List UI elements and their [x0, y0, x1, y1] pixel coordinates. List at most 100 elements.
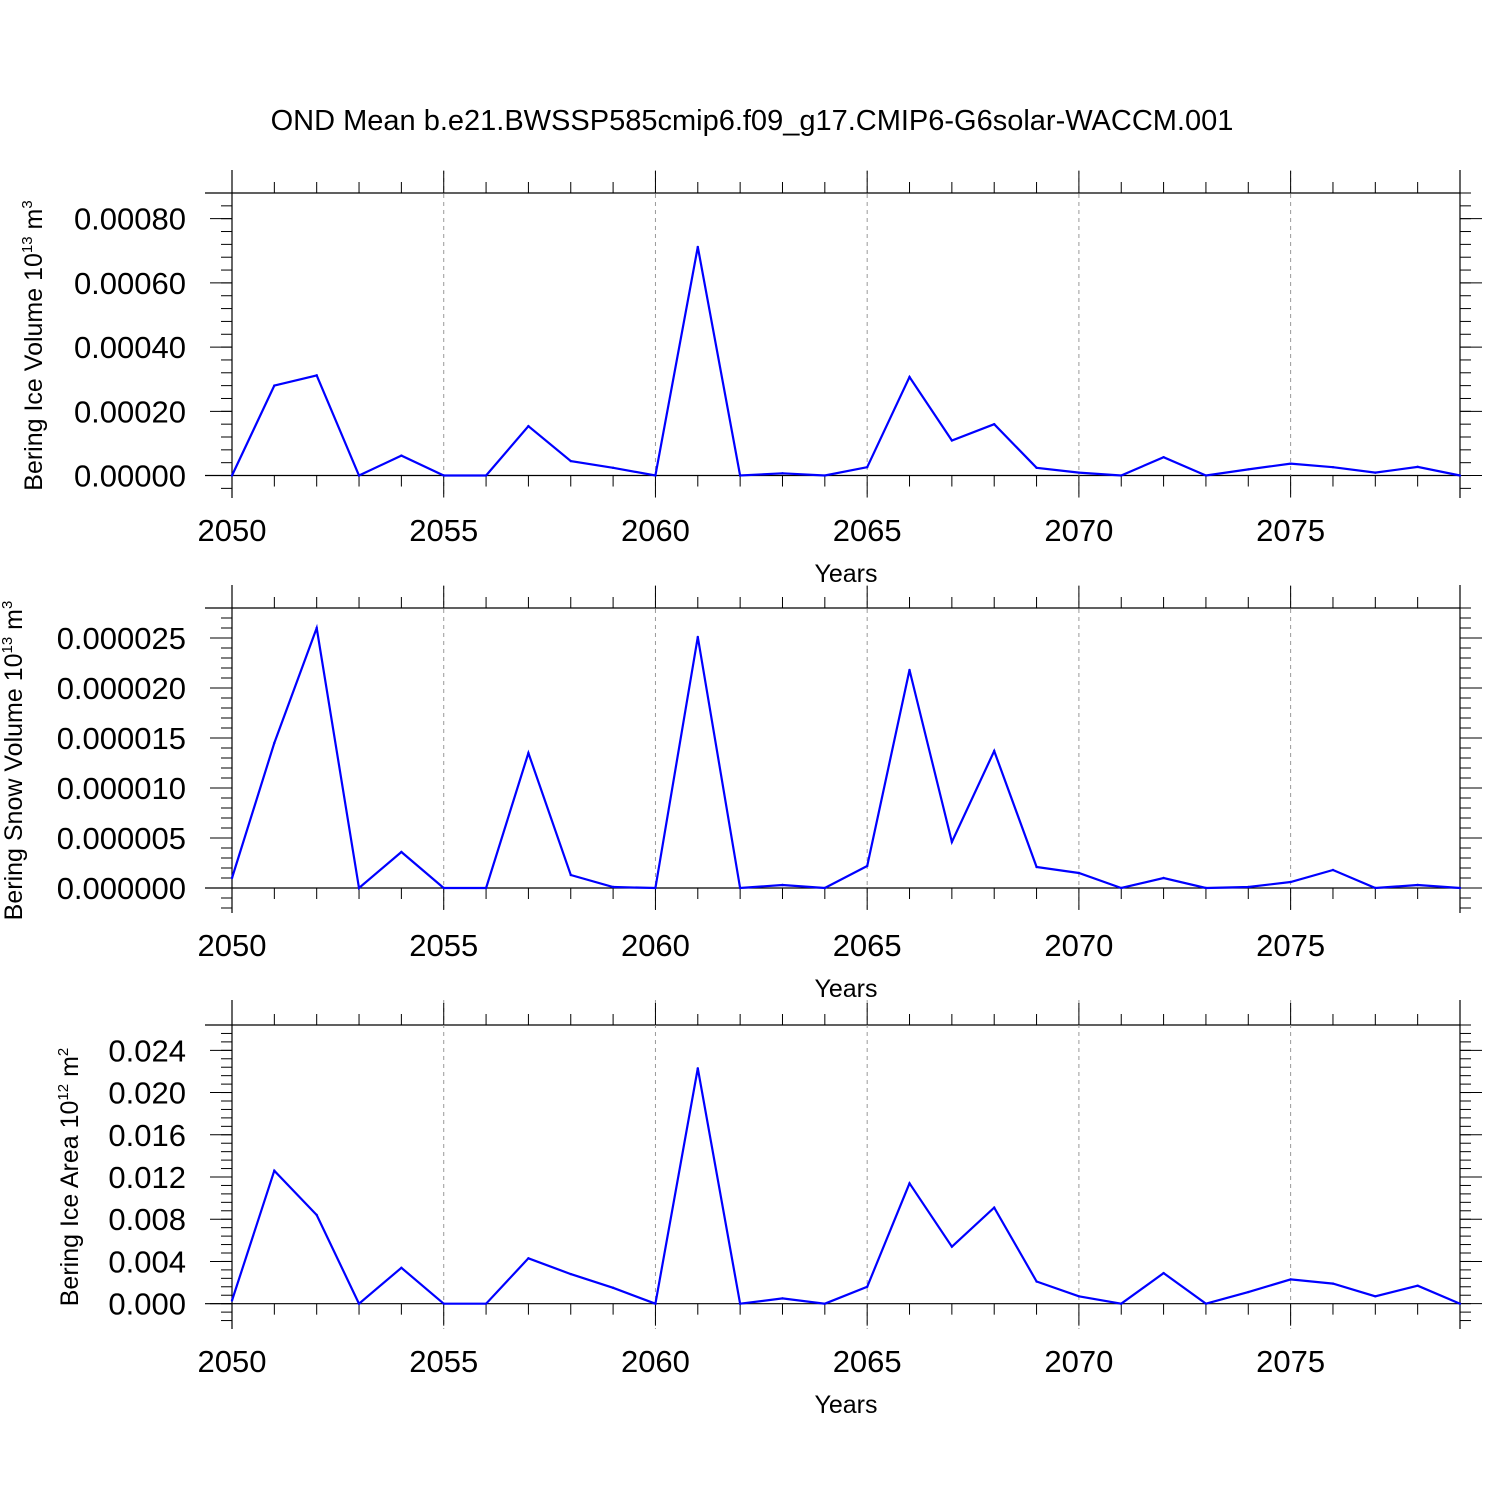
data-point — [569, 873, 572, 877]
data-point — [1247, 468, 1250, 471]
data-point — [569, 1272, 572, 1276]
y-axis-label-unit-exponent: 3 — [19, 200, 36, 208]
data-point — [1374, 471, 1377, 474]
data-point — [1204, 1302, 1208, 1305]
data-point — [1247, 885, 1250, 889]
data-point — [1458, 474, 1462, 477]
data-point — [273, 1169, 276, 1172]
data-point — [696, 635, 699, 639]
data-point — [400, 1266, 403, 1269]
x-tick-label: 2070 — [1044, 1344, 1113, 1379]
y-axis-label: Bering Ice Area 1012 m2 — [55, 1048, 84, 1307]
data-point — [823, 474, 827, 477]
data-point — [908, 1182, 911, 1185]
data-point — [611, 885, 615, 889]
x-tick-label: 2060 — [621, 928, 690, 963]
x-tick-label: 2065 — [833, 928, 902, 963]
data-point — [1120, 886, 1123, 890]
y-axis-label-unit-exponent: 3 — [0, 601, 16, 609]
data-point — [781, 1297, 784, 1300]
data-point — [1289, 880, 1292, 884]
data-point — [527, 751, 530, 755]
y-axis-label-main: Bering Snow Volume 10 — [0, 653, 28, 920]
y-tick-label: 0.000015 — [57, 721, 186, 756]
y-axis-label-unit-exponent: 2 — [55, 1048, 72, 1056]
data-point — [1289, 462, 1292, 465]
data-point — [1077, 471, 1081, 474]
data-point — [738, 886, 742, 890]
y-axis-label-exponent: 13 — [0, 637, 16, 654]
data-point — [527, 424, 530, 428]
data-point — [1120, 474, 1123, 477]
series-line — [230, 623, 1461, 891]
data-point — [611, 1286, 615, 1290]
y-axis-label-exponent: 12 — [55, 1084, 72, 1101]
data-point — [1458, 1302, 1462, 1305]
data-point — [230, 876, 234, 880]
y-tick-label: 0.016 — [108, 1118, 186, 1153]
data-point — [908, 375, 911, 379]
y-tick-label: 0.00020 — [74, 394, 186, 429]
data-point — [273, 384, 276, 387]
data-point — [315, 1213, 318, 1217]
y-tick-label: 0.000020 — [57, 671, 186, 706]
y-tick-label: 0.024 — [108, 1033, 186, 1068]
data-point — [1331, 868, 1335, 872]
y-tick-label: 0.012 — [108, 1160, 186, 1195]
data-point — [357, 886, 361, 890]
data-point — [908, 668, 911, 672]
x-tick-label: 2055 — [409, 1344, 478, 1379]
series-line — [230, 1068, 1461, 1306]
chart-panel-2: 2050 2055 2060 2065 2070 2075 Years 0.000000 0.0… — [0, 585, 1482, 1003]
data-point — [1162, 876, 1165, 880]
data-point — [611, 466, 615, 470]
panels: 2050 2055 2060 2065 2070 2075 Years 0.00000 0.00… — [0, 170, 1482, 1419]
data-point — [1204, 886, 1208, 890]
data-point — [823, 886, 827, 890]
x-tick-label: 2075 — [1256, 928, 1325, 963]
y-axis-label-unit: m — [56, 1056, 84, 1084]
data-point — [1247, 1290, 1250, 1294]
data-point — [315, 626, 318, 630]
data-point — [696, 1067, 699, 1070]
y-tick-label: 0.008 — [108, 1202, 186, 1237]
y-axis-label: Bering Snow Volume 1013 m3 — [0, 601, 28, 921]
data-point — [654, 1302, 657, 1305]
y-tick-label: 0.000025 — [57, 621, 186, 656]
data-point — [1035, 865, 1038, 869]
data-point — [484, 886, 488, 890]
data-point — [1374, 886, 1377, 890]
data-point — [230, 1299, 234, 1302]
y-tick-label: 0.00000 — [74, 459, 186, 494]
y-tick-label: 0.000 — [108, 1287, 186, 1322]
data-point — [1204, 474, 1208, 477]
series-line — [231, 246, 1461, 477]
data-point — [993, 1206, 996, 1209]
x-tick-label: 2065 — [833, 513, 902, 548]
data-point — [484, 1302, 488, 1305]
data-point — [1077, 1295, 1081, 1298]
data-point — [1331, 465, 1335, 469]
data-point — [865, 465, 869, 469]
y-axis-label-exponent: 13 — [19, 236, 36, 253]
x-tick-label: 2050 — [198, 928, 267, 963]
x-axis-label: Years — [814, 975, 877, 1003]
data-point — [781, 472, 784, 475]
x-tick-label: 2070 — [1044, 928, 1113, 963]
y-axis-label-main: Bering Ice Volume 10 — [20, 253, 48, 491]
data-point — [1035, 1280, 1038, 1283]
data-point — [273, 741, 276, 745]
chart-panel-3: 2050 2055 2060 2065 2070 2075 Years 0.000 0.004 0… — [55, 1000, 1482, 1419]
data-point — [1374, 1295, 1377, 1298]
data-point — [738, 1302, 742, 1305]
x-tick-label: 2050 — [198, 1344, 267, 1379]
data-point — [357, 474, 361, 477]
x-tick-label: 2075 — [1256, 513, 1325, 548]
data-point — [823, 1302, 827, 1305]
data-point — [400, 850, 403, 854]
data-point — [1289, 1278, 1292, 1281]
y-tick-label: 0.000000 — [57, 871, 186, 906]
y-tick-label: 0.020 — [108, 1076, 186, 1111]
data-point — [654, 886, 657, 890]
